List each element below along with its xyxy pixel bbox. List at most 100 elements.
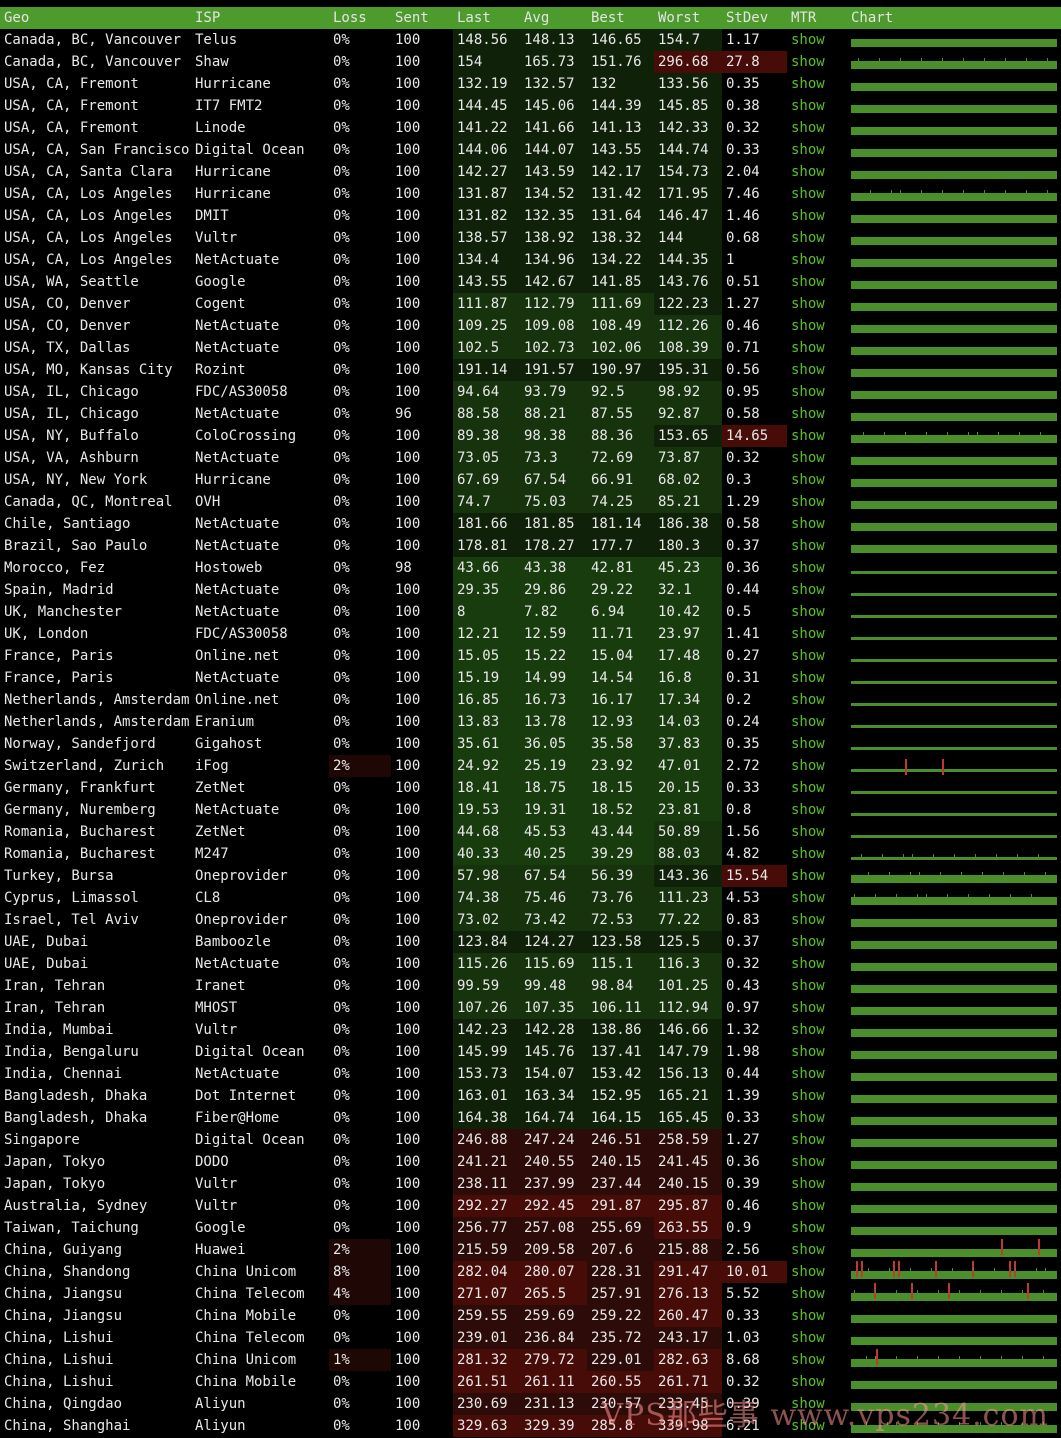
cell-stdev: 0.43 — [726, 978, 760, 994]
cell-loss: 0% — [333, 450, 350, 466]
cell-mtr[interactable]: show — [791, 714, 825, 730]
cell-mtr[interactable]: show — [791, 846, 825, 862]
cell-geo: Romania, Bucharest — [4, 824, 156, 840]
jitter-mark — [1045, 872, 1046, 875]
cell-mtr[interactable]: show — [791, 1242, 825, 1258]
cell-mtr[interactable]: show — [791, 516, 825, 532]
cell-mtr[interactable]: show — [791, 1286, 825, 1302]
cell-mtr[interactable]: show — [791, 978, 825, 994]
cell-mtr[interactable]: show — [791, 802, 825, 818]
cell-mtr[interactable]: show — [791, 274, 825, 290]
cell-mtr[interactable]: show — [791, 1044, 825, 1060]
cell-mtr[interactable]: show — [791, 1198, 825, 1214]
cell-mtr[interactable]: show — [791, 362, 825, 378]
cell-mtr[interactable]: show — [791, 582, 825, 598]
cell-mtr[interactable]: show — [791, 1154, 825, 1170]
cell-avg: 132.57 — [520, 73, 587, 95]
cell-mtr[interactable]: show — [791, 560, 825, 576]
cell-mtr[interactable]: show — [791, 54, 825, 70]
cell-mtr[interactable]: show — [791, 868, 825, 884]
cell-sent: 100 — [395, 362, 421, 378]
cell-mtr[interactable]: show — [791, 428, 825, 444]
cell-mtr[interactable]: show — [791, 340, 825, 356]
cell-mtr[interactable]: show — [791, 1418, 825, 1434]
cell-mtr[interactable]: show — [791, 186, 825, 202]
cell-mtr[interactable]: show — [791, 1220, 825, 1236]
cell-loss: 2% — [329, 1239, 391, 1261]
cell-isp: NetActuate — [195, 340, 280, 356]
col-isp: ISP — [191, 7, 329, 29]
cell-mtr[interactable]: show — [791, 1308, 825, 1324]
cell-mtr[interactable]: show — [791, 538, 825, 554]
cell-avg: 145.06 — [520, 95, 587, 117]
cell-worst: 258.59 — [654, 1129, 722, 1151]
cell-stdev: 4.82 — [726, 846, 760, 862]
cell-mtr[interactable]: show — [791, 450, 825, 466]
cell-mtr[interactable]: show — [791, 164, 825, 180]
cell-mtr[interactable]: show — [791, 670, 825, 686]
cell-mtr[interactable]: show — [791, 208, 825, 224]
cell-sent: 100 — [395, 1242, 421, 1258]
cell-mtr[interactable]: show — [791, 692, 825, 708]
cell-mtr[interactable]: show — [791, 648, 825, 664]
cell-mtr[interactable]: show — [791, 406, 825, 422]
cell-best: 207.6 — [587, 1239, 654, 1261]
cell-worst: 14.03 — [654, 711, 722, 733]
cell-mtr[interactable]: show — [791, 318, 825, 334]
cell-worst: 112.26 — [654, 315, 722, 337]
cell-mtr[interactable]: show — [791, 1066, 825, 1082]
cell-mtr[interactable]: show — [791, 1264, 825, 1280]
cell-last: 230.69 — [453, 1393, 520, 1415]
cell-mtr[interactable]: show — [791, 1176, 825, 1192]
cell-geo: China, Lishui — [4, 1330, 114, 1346]
cell-avg: 40.25 — [520, 843, 587, 865]
cell-stdev: 1.17 — [726, 32, 760, 48]
cell-mtr[interactable]: show — [791, 890, 825, 906]
cell-geo: Netherlands, Amsterdam — [4, 714, 190, 730]
cell-mtr[interactable]: show — [791, 98, 825, 114]
cell-best: 11.71 — [587, 623, 654, 645]
jitter-mark — [1043, 1290, 1044, 1293]
cell-mtr[interactable]: show — [791, 758, 825, 774]
cell-chart — [847, 689, 1061, 711]
cell-mtr[interactable]: show — [791, 626, 825, 642]
cell-mtr[interactable]: show — [791, 1132, 825, 1148]
cell-mtr[interactable]: show — [791, 934, 825, 950]
cell-mtr[interactable]: show — [791, 1352, 825, 1368]
cell-mtr[interactable]: show — [791, 1022, 825, 1038]
cell-mtr[interactable]: show — [791, 1330, 825, 1346]
cell-mtr[interactable]: show — [791, 956, 825, 972]
cell-mtr[interactable]: show — [791, 76, 825, 92]
cell-last: 131.87 — [453, 183, 520, 205]
cell-mtr[interactable]: show — [791, 780, 825, 796]
col-worst: Worst — [654, 7, 722, 29]
cell-mtr[interactable]: show — [791, 494, 825, 510]
cell-mtr[interactable]: show — [791, 252, 825, 268]
cell-mtr[interactable]: show — [791, 1088, 825, 1104]
cell-isp: IT7 FMT2 — [195, 98, 263, 114]
cell-mtr[interactable]: show — [791, 1374, 825, 1390]
cell-mtr[interactable]: show — [791, 824, 825, 840]
cell-mtr[interactable]: show — [791, 736, 825, 752]
cell-mtr[interactable]: show — [791, 1110, 825, 1126]
cell-stdev: 1.46 — [726, 208, 760, 224]
cell-mtr[interactable]: show — [791, 32, 825, 48]
cell-best: 102.06 — [587, 337, 654, 359]
cell-worst: 195.31 — [654, 359, 722, 381]
cell-mtr[interactable]: show — [791, 120, 825, 136]
cell-worst: 112.94 — [654, 997, 722, 1019]
cell-mtr[interactable]: show — [791, 472, 825, 488]
cell-mtr[interactable]: show — [791, 384, 825, 400]
cell-mtr[interactable]: show — [791, 296, 825, 312]
cell-mtr[interactable]: show — [791, 912, 825, 928]
cell-avg: 25.19 — [520, 755, 587, 777]
cell-mtr[interactable]: show — [791, 142, 825, 158]
cell-worst: 171.95 — [654, 183, 722, 205]
cell-geo: Australia, Sydney — [4, 1198, 148, 1214]
cell-mtr[interactable]: show — [791, 1000, 825, 1016]
cell-geo: UK, Manchester — [4, 604, 123, 620]
cell-loss: 0% — [333, 1330, 350, 1346]
cell-mtr[interactable]: show — [791, 1396, 825, 1412]
cell-mtr[interactable]: show — [791, 604, 825, 620]
cell-mtr[interactable]: show — [791, 230, 825, 246]
